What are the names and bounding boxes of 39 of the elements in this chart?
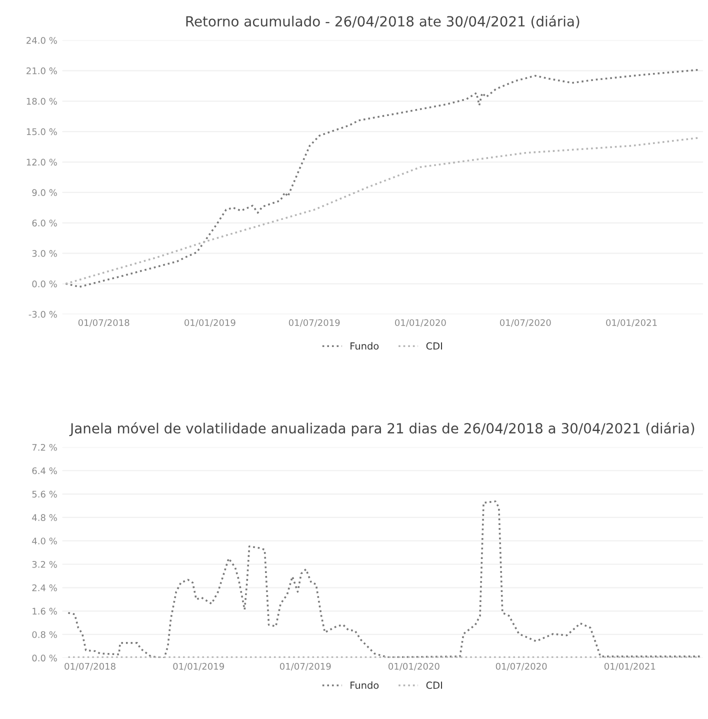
x-tick-label: 01/01/2021 bbox=[604, 662, 656, 670]
chart-title: Retorno acumulado - 26/04/2018 ate 30/04/2021 (diária) bbox=[186, 15, 580, 28]
y-tick-label: 21.0 % bbox=[26, 67, 57, 74]
legend-label: CDI bbox=[426, 342, 442, 350]
x-tick-label: 01/07/2020 bbox=[496, 662, 547, 670]
x-tick-label: 01/01/2019 bbox=[173, 662, 224, 670]
y-tick-label: 15.0 % bbox=[26, 128, 57, 136]
x-tick-label: 01/01/2020 bbox=[388, 662, 440, 670]
y-tick-label: 5.6 % bbox=[32, 490, 57, 498]
y-tick-label: 0.0 % bbox=[32, 654, 57, 662]
y-tick-label: 7.2 % bbox=[32, 444, 57, 451]
y-tick-label: 18.0 % bbox=[26, 98, 57, 105]
x-tick-label: 01/01/2020 bbox=[395, 319, 446, 327]
y-tick-label: 4.8 % bbox=[32, 514, 57, 521]
y-tick-label: 1.6 % bbox=[32, 608, 57, 615]
y-tick-label: 2.4 % bbox=[32, 584, 57, 592]
x-tick-label: 01/07/2018 bbox=[64, 662, 116, 670]
x-tick-label: 01/07/2018 bbox=[78, 319, 130, 327]
x-tick-label: 01/01/2021 bbox=[606, 319, 657, 327]
legend-label: CDI bbox=[426, 682, 442, 689]
y-tick-label: 3.2 % bbox=[32, 560, 57, 568]
y-tick-label: -3.0 % bbox=[28, 310, 57, 318]
x-tick-label: 01/01/2019 bbox=[184, 319, 236, 327]
legend-label: Fundo bbox=[350, 681, 379, 689]
y-tick-label: 24.0 % bbox=[26, 36, 57, 44]
y-tick-label: 12.0 % bbox=[26, 158, 57, 166]
legend-label: Fundo bbox=[350, 342, 379, 350]
chart-title: Janela móvel de volatilidade anualizada para 21 dias de 26/04/2018 a 30/04/2021 (diária) bbox=[69, 422, 694, 436]
y-tick-label: 9.0 % bbox=[32, 189, 57, 196]
y-tick-label: 6.0 % bbox=[32, 220, 57, 226]
x-tick-label: 01/07/2020 bbox=[500, 319, 551, 327]
y-tick-label: 6.4 % bbox=[32, 467, 57, 474]
line-series bbox=[67, 500, 701, 658]
y-tick-label: 3.0 % bbox=[32, 250, 57, 257]
x-tick-label: 01/07/2019 bbox=[280, 662, 331, 670]
x-tick-label: 01/07/2019 bbox=[288, 319, 340, 327]
y-tick-label: 4.0 % bbox=[32, 538, 57, 544]
y-tick-label: 0.0 % bbox=[32, 280, 57, 288]
y-tick-label: 0.8 % bbox=[32, 631, 57, 638]
